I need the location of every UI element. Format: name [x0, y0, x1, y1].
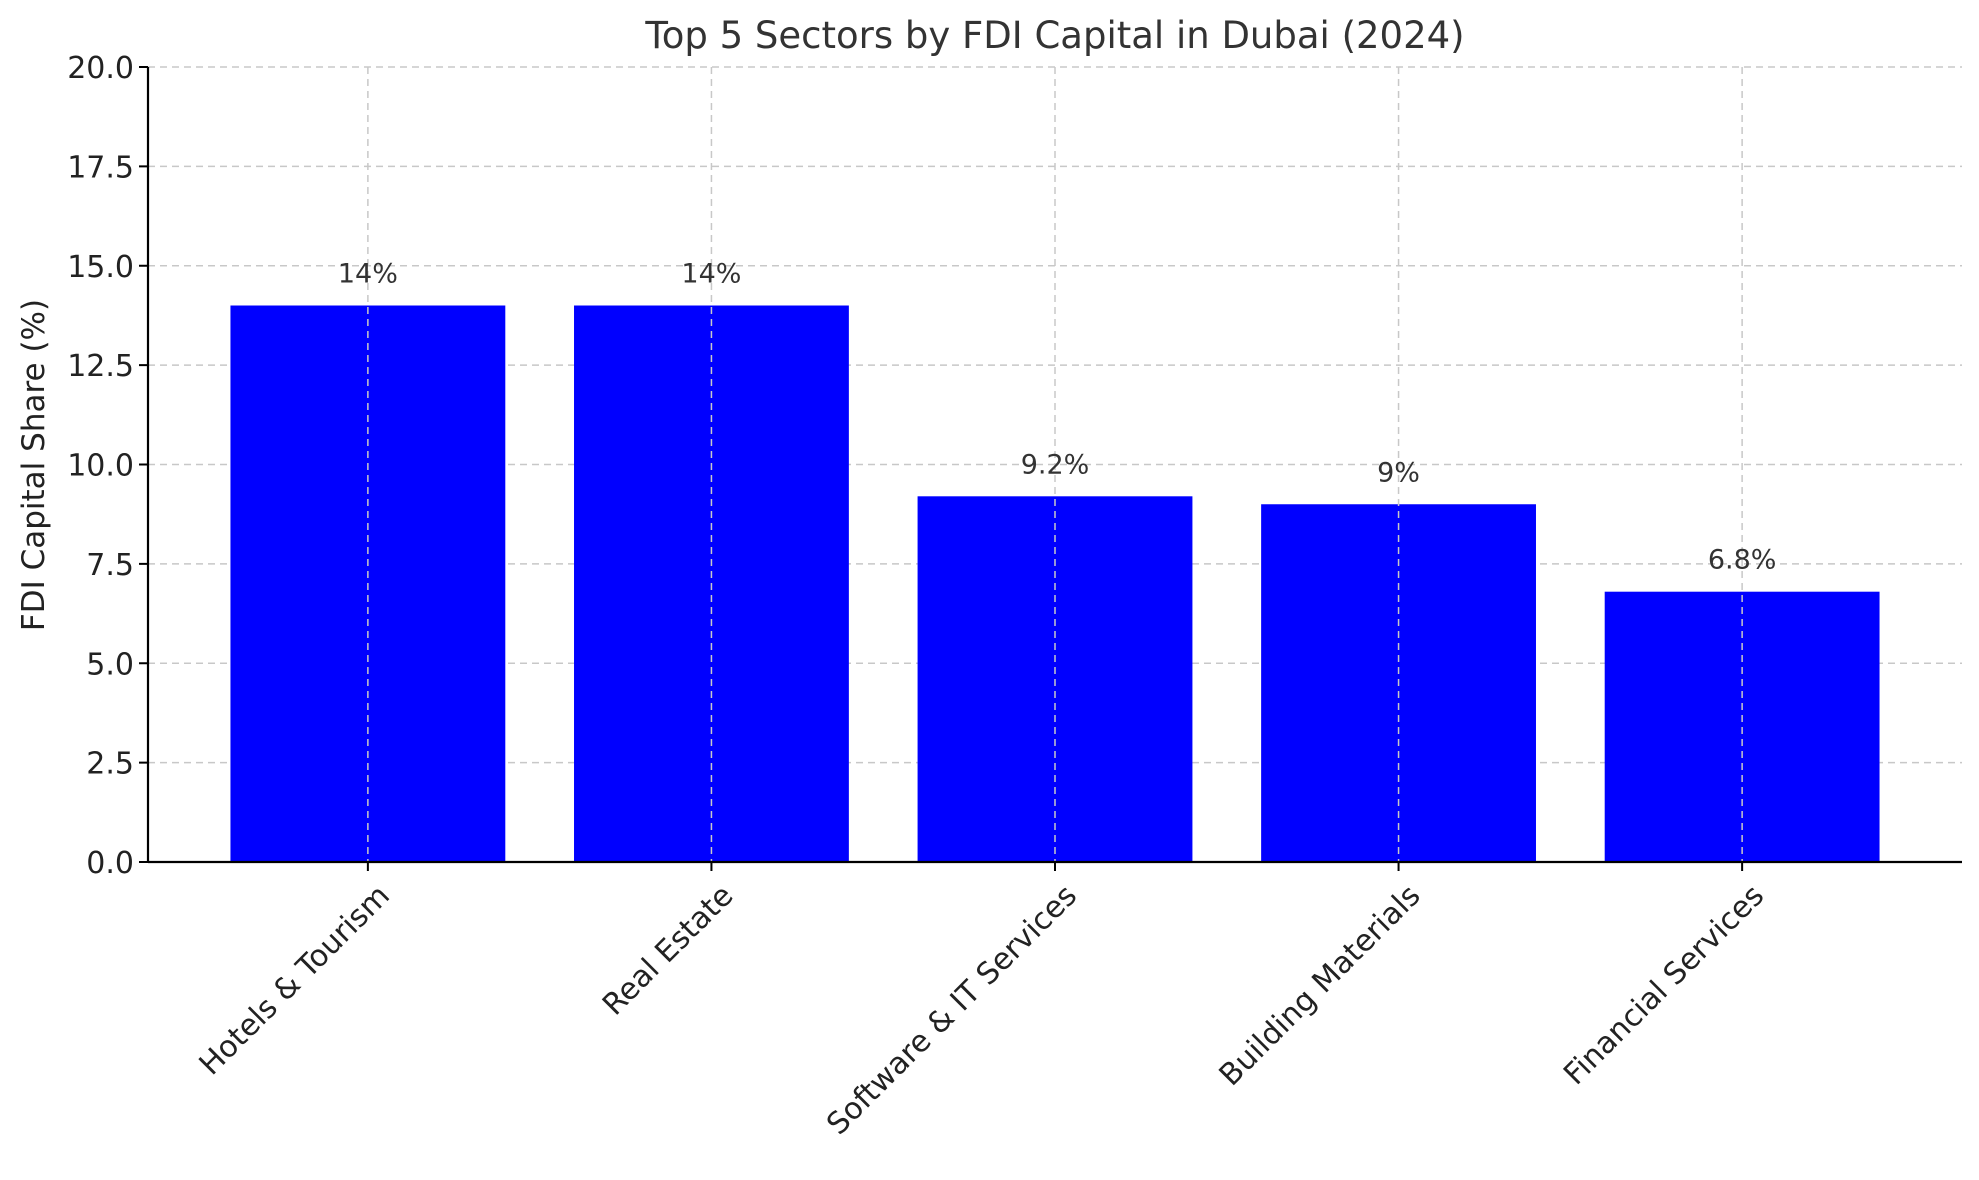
y-tick-label: 7.5: [86, 548, 134, 583]
data-label: 9.2%: [1021, 449, 1090, 480]
data-labels: 14% 14% 9.2% 9% 6.8%: [338, 259, 1777, 576]
x-tick-label: Real Estate: [596, 878, 740, 1022]
x-tick-label: Financial Services: [1557, 878, 1771, 1092]
y-axis-label: FDI Capital Share (%): [16, 299, 52, 631]
x-tick-label: Software & IT Services: [820, 878, 1084, 1142]
x-tick-label: Building Materials: [1213, 878, 1428, 1093]
vertical-grid: [367, 67, 1743, 862]
data-label: 6.8%: [1708, 545, 1777, 576]
x-tick-label: Hotels & Tourism: [193, 878, 397, 1082]
data-label: 9%: [1377, 457, 1420, 488]
y-ticks: 0.0 2.5 5.0 7.5 10.0 12.5 15.0 17.5 20.0: [67, 51, 148, 881]
y-tick-label: 17.5: [67, 150, 134, 185]
x-ticks: Hotels & Tourism Real Estate Software & IT…: [193, 862, 1771, 1142]
y-tick-label: 20.0: [67, 51, 134, 86]
y-tick-label: 5.0: [86, 647, 134, 682]
data-label: 14%: [681, 259, 741, 290]
chart-title: Top 5 Sectors by FDI Capital in Dubai (2…: [644, 14, 1464, 57]
y-tick-label: 12.5: [67, 349, 134, 384]
y-tick-label: 0.0: [86, 846, 134, 881]
y-tick-label: 10.0: [67, 449, 134, 484]
y-tick-label: 15.0: [67, 250, 134, 285]
data-label: 14%: [338, 259, 398, 290]
y-tick-label: 2.5: [86, 747, 134, 782]
